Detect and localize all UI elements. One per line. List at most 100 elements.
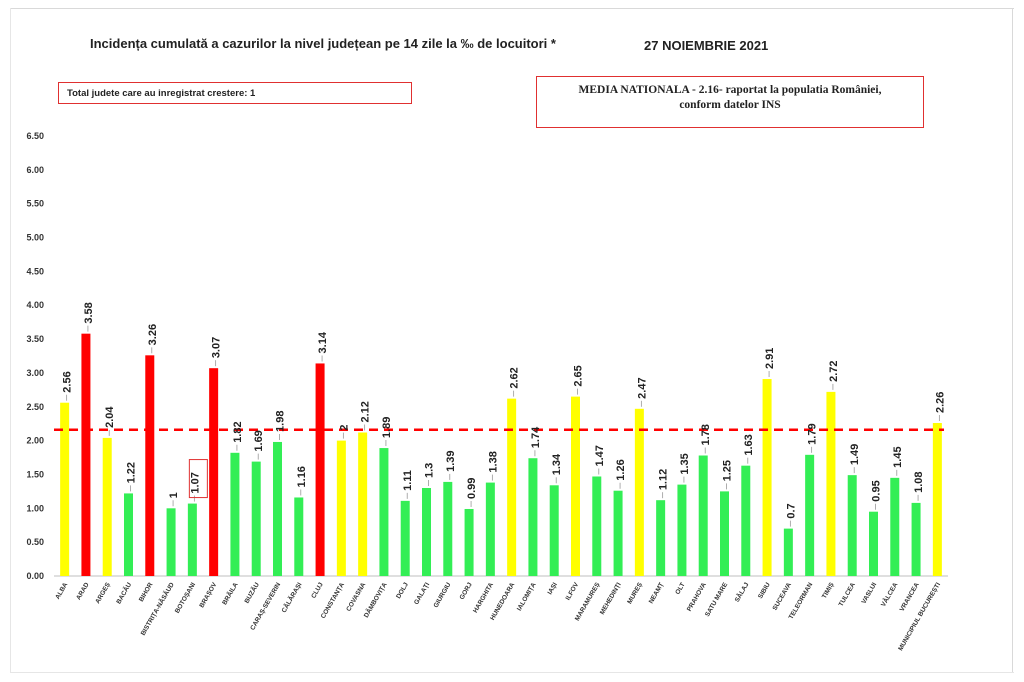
bar-brăila [230,452,240,576]
value-label: 1.98 [275,411,287,432]
value-label: 2.12 [360,401,372,422]
y-tick-label: 3.00 [26,368,44,378]
value-label: 3.14 [317,331,329,353]
value-label: 1.69 [253,430,265,451]
national-average-line2: conform datelor INS [679,99,781,111]
category-label: MEHEDINȚI [599,581,623,616]
category-label: SATU MARE [704,581,729,618]
bar-satu-mare [720,491,729,576]
category-label: CĂLĂRAȘI [279,580,304,614]
value-label: 1 [168,492,180,498]
value-label: 1.25 [722,460,734,481]
category-label: TULCEA [838,581,857,608]
chart-date: 27 NOIEMBRIE 2021 [644,38,769,53]
value-label: 2.72 [828,360,840,381]
value-label: 1.38 [487,451,499,472]
bar-neamț [656,500,666,576]
category-label: CLUJ [310,581,325,600]
value-label: 1.08 [913,471,925,492]
bar-constanța [336,440,346,576]
bar-vrancea [911,502,921,576]
bar-mehedinți [613,490,623,576]
bar-timiș [826,391,836,576]
y-tick-label: 1.00 [26,503,44,513]
y-tick-label: 6.00 [26,165,44,175]
value-label: 1.89 [381,417,393,438]
bar-covasna [358,432,368,576]
bar-olt [677,484,687,576]
y-tick-label: 0.00 [26,571,44,581]
category-label: HARGHITA [472,581,495,614]
frame-bottom [10,672,1014,673]
category-label: CONSTANȚA [320,581,346,620]
value-label: 3.58 [83,302,95,323]
value-labels: 2.56 3.58 2.04 1.22 3.26 1 1.07 3.07 1.82 1.69 1.9… [62,302,946,527]
bar-ialomița [528,458,538,576]
value-label: 1.45 [892,446,904,467]
value-label: 1.07 [189,472,201,493]
category-label: GALAȚI [413,581,431,606]
category-label: GIURGIU [433,581,453,609]
bar-galați [422,488,431,576]
y-tick-label: 5.00 [26,233,44,243]
category-label: NEAMȚ [648,581,666,605]
growth-counties-note: Total judete care au inregistrat crester… [58,82,412,104]
bar-bacău [124,493,133,576]
category-label: DOLJ [395,581,410,600]
bar-bistrița-năsăud [166,508,176,576]
y-tick-label: 2.00 [26,436,44,446]
bar-tulcea [847,475,857,576]
bar-buzău [251,461,261,576]
bar-giurgiu [443,481,453,576]
category-label: BOTOȘANI [174,581,197,614]
value-label: 2.26 [934,392,946,413]
value-label: 2.04 [104,406,116,428]
category-label: COVASNA [345,581,367,612]
bar-gorj [464,508,474,576]
value-label: 1.47 [594,445,606,466]
category-label: MUNICIPIUL BUCUREȘTI [897,581,942,652]
bar-teleorman [805,454,815,576]
value-label: 1.34 [551,453,563,475]
bar-maramureș [592,476,602,576]
bar-ilfov [571,396,580,576]
highlight-box [188,459,208,499]
y-tick-label: 6.50 [26,131,44,141]
category-label: BACĂU [114,580,134,605]
category-label: SIBIU [757,581,772,600]
value-label: 1.16 [296,466,308,487]
value-label: 2.91 [764,348,776,369]
bar-iași [549,485,559,576]
chart-title: Incidența cumulată a cazurilor la nivel … [90,36,556,51]
value-label: 0.7 [785,503,797,518]
frame-left [10,8,11,673]
bar-vaslui [869,511,878,576]
value-label: 0.99 [466,478,478,499]
value-label: 3.07 [211,337,223,358]
value-label: 1.39 [445,450,457,471]
category-label: BIHOR [138,581,155,603]
bar-cluj [315,363,325,576]
value-label: 1.63 [743,434,755,455]
category-label: VASLUI [860,581,878,605]
bar-mureș [634,408,644,576]
growth-counties-text: Total judete care au inregistrat crester… [67,88,256,99]
category-label: ARGEȘ [94,581,112,605]
bar-botoșani [187,503,197,576]
bar-dâmbovița [379,448,389,576]
category-label: TIMIȘ [821,581,836,600]
category-label: ALBA [54,581,69,600]
value-label: 1.82 [232,421,244,442]
value-label: 1.74 [530,426,542,448]
category-label: PRAHOVA [686,581,708,612]
value-label: 1.79 [807,423,819,444]
value-label: 1.26 [615,459,627,480]
y-tick-label: 1.50 [26,469,44,479]
bar-argeș [102,437,112,576]
category-label: IALOMIȚA [516,581,538,612]
category-label: BUZĂU [242,580,261,604]
value-label: 1.49 [849,444,861,465]
value-label: 1.11 [402,470,414,491]
category-label: VRANCEA [899,581,921,613]
